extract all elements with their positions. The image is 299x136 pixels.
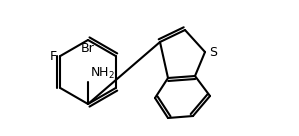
Text: Br: Br: [81, 42, 95, 55]
Text: NH$_2$: NH$_2$: [90, 66, 115, 81]
Text: F: F: [50, 50, 57, 63]
Text: S: S: [209, 46, 217, 58]
